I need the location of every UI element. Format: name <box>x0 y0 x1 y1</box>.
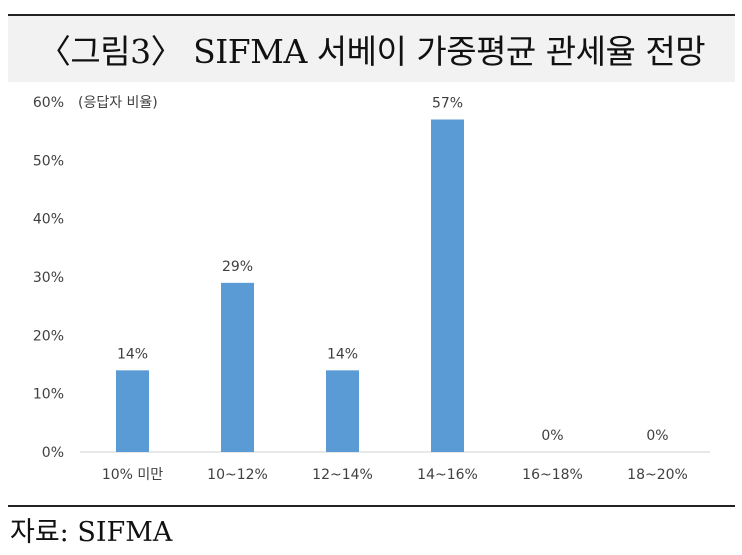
x-tick-label: 18~20% <box>627 467 688 483</box>
bar-1 <box>221 282 254 452</box>
x-tick-label: 14~16% <box>417 467 478 483</box>
x-tick-label: 10% 미만 <box>102 467 163 483</box>
chart-title: 〈그림3〉 SIFMA 서베이 가중평균 관세율 전망 <box>37 32 706 71</box>
y-tick-label: 60% <box>33 95 64 111</box>
data-label: 29% <box>222 259 253 275</box>
y-tick-label: 50% <box>33 153 64 169</box>
y-tick-label: 30% <box>33 270 64 286</box>
chart-title-bar: 〈그림3〉 SIFMA 서베이 가중평균 관세율 전망 <box>8 14 735 82</box>
y-unit-note: (응답자 비율) <box>78 95 158 111</box>
bar-chart: 0% 10% 20% 30% 40% 50% 60% (응답자 비율) 14% 10% 미만 29%… <box>33 95 710 483</box>
x-tick-label: 16~18% <box>522 467 583 483</box>
x-tick-label: 12~14% <box>312 467 373 483</box>
bar-0 <box>116 370 149 452</box>
y-tick-label: 20% <box>33 328 64 344</box>
y-tick-label: 0% <box>42 445 64 461</box>
source-note: 자료: SIFMA <box>10 517 173 548</box>
data-label: 14% <box>327 346 358 362</box>
data-label: 57% <box>432 96 463 112</box>
x-tick-label: 10~12% <box>207 467 268 483</box>
bar-2 <box>326 370 359 452</box>
data-label: 0% <box>646 428 668 444</box>
data-label: 0% <box>541 428 563 444</box>
y-tick-label: 40% <box>33 212 64 228</box>
bar-3 <box>431 119 464 452</box>
source-divider <box>8 505 735 507</box>
data-label: 14% <box>117 346 148 362</box>
y-tick-label: 10% <box>33 387 64 403</box>
